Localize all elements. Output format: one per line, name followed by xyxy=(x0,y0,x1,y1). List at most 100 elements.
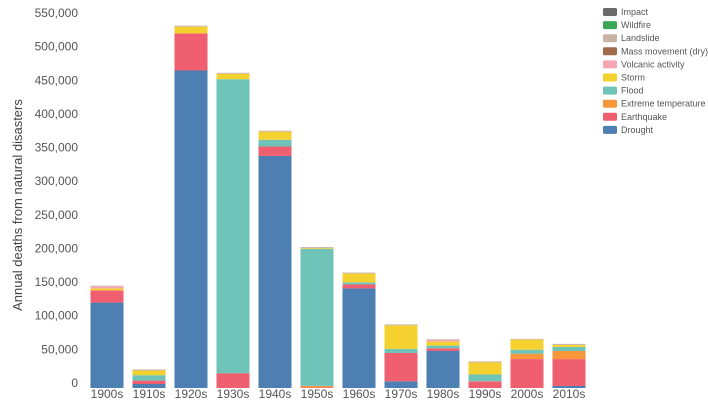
bar-segment xyxy=(426,339,460,342)
bar-segment xyxy=(342,282,376,285)
legend-label: Earthquake xyxy=(621,112,667,122)
bar-segment xyxy=(216,72,250,74)
bar-segment xyxy=(300,247,334,249)
legend-swatch xyxy=(603,99,617,108)
bar-segment xyxy=(552,347,586,351)
y-tick-label: 100,000 xyxy=(35,309,79,323)
x-tick-label: 1910s xyxy=(133,387,166,401)
bar-segment xyxy=(384,381,418,388)
x-tick-label: 1970s xyxy=(385,387,418,401)
bar-segment xyxy=(258,155,292,388)
bar-segment xyxy=(342,273,376,283)
bar-segment xyxy=(510,339,544,350)
legend-label: Landslide xyxy=(621,33,660,43)
legend-label: Impact xyxy=(621,7,649,17)
y-tick-label: 250,000 xyxy=(35,208,79,222)
x-tick-label: 1900s xyxy=(91,387,124,401)
legend-label: Volcanic activity xyxy=(621,59,685,69)
legend-label: Flood xyxy=(621,86,644,96)
y-tick-label: 50,000 xyxy=(41,342,78,356)
bar-segment xyxy=(342,272,376,274)
bar-segment xyxy=(132,369,166,371)
bar-segment xyxy=(510,338,544,340)
bar-segment xyxy=(426,348,460,351)
bar-segment xyxy=(342,284,376,289)
bar-segment xyxy=(132,384,166,388)
bar-segment xyxy=(132,375,166,381)
legend-swatch xyxy=(603,34,617,43)
legend-swatch xyxy=(603,73,617,82)
y-tick-label: 150,000 xyxy=(35,275,79,289)
y-tick-label: 400,000 xyxy=(35,107,79,121)
x-tick-label: 1940s xyxy=(259,387,292,401)
y-tick-label: 0 xyxy=(71,376,78,390)
legend-swatch xyxy=(603,86,617,95)
bar-segment xyxy=(132,370,166,376)
bar-segment xyxy=(468,362,502,375)
bar-segment xyxy=(90,285,124,287)
bar-segment xyxy=(258,131,292,140)
bar-segment xyxy=(552,386,586,388)
bar-segment xyxy=(216,73,250,80)
bar-segment xyxy=(216,373,250,388)
legend-swatch xyxy=(603,60,617,69)
x-tick-label: 1920s xyxy=(175,387,208,401)
bar-segment xyxy=(300,387,334,388)
bar-segment xyxy=(510,359,544,388)
x-axis: 1900s 1910s 1920s 1930s 1940s 1950s 1960s 1970s… xyxy=(91,387,586,401)
bar-segment xyxy=(426,341,460,346)
x-tick-label: 2000s xyxy=(511,387,544,401)
bar-segment xyxy=(510,349,544,354)
bar-segment xyxy=(384,349,418,353)
bar-segment xyxy=(384,325,418,349)
bar-segment xyxy=(552,359,586,386)
bar-segment xyxy=(426,339,460,340)
legend-swatch xyxy=(603,112,617,121)
bar-segment xyxy=(174,26,208,34)
y-tick-label: 350,000 xyxy=(35,141,79,155)
bar-segment xyxy=(132,380,166,384)
bar-segment xyxy=(90,288,124,291)
y-tick-label: 450,000 xyxy=(35,73,79,87)
bar-segment xyxy=(300,386,334,388)
bar-segment xyxy=(510,353,544,360)
legend-label: Wildfire xyxy=(621,20,651,30)
bar-segment xyxy=(384,324,418,326)
bar-segment xyxy=(300,248,334,386)
bar-segment xyxy=(174,25,208,27)
bar-segment xyxy=(468,361,502,363)
y-tick-label: 500,000 xyxy=(35,40,79,54)
bar-segment xyxy=(90,286,124,289)
x-tick-label: 1930s xyxy=(217,387,250,401)
y-tick-label: 200,000 xyxy=(35,241,79,255)
legend-label: Drought xyxy=(621,125,654,135)
bar-segment xyxy=(300,248,334,249)
bar-segment xyxy=(174,70,208,388)
bar-segment xyxy=(90,302,124,388)
bar-segment xyxy=(426,345,460,349)
bar-segment xyxy=(258,139,292,147)
legend-swatch xyxy=(603,8,617,16)
bar-segment xyxy=(342,288,376,388)
bar-segment xyxy=(174,33,208,71)
bar-segment xyxy=(384,353,418,382)
bar-segment xyxy=(258,130,292,132)
y-tick-label: 550,000 xyxy=(35,6,79,20)
bar-segment xyxy=(468,374,502,382)
y-axis: 0 50,000 100,000 150,000 200,000 250,000 300,0… xyxy=(35,6,79,390)
bar-segment xyxy=(468,381,502,388)
legend-label: Mass movement (dry) xyxy=(621,46,708,56)
y-axis-title: Annual deaths from natural disasters xyxy=(10,99,25,311)
bar-segment xyxy=(258,146,292,156)
legend: Impact Wildfire Landslide Mass movement (dr… xyxy=(603,7,708,135)
bar-segment xyxy=(552,351,586,360)
bar-segment xyxy=(552,343,586,345)
bar-segment xyxy=(90,290,124,303)
legend-label: Extreme temperature xyxy=(621,99,706,109)
bars xyxy=(90,25,586,388)
x-tick-label: 1960s xyxy=(343,387,376,401)
x-tick-label: 1950s xyxy=(301,387,334,401)
x-tick-label: 2010s xyxy=(553,387,586,401)
legend-swatch xyxy=(603,47,617,56)
